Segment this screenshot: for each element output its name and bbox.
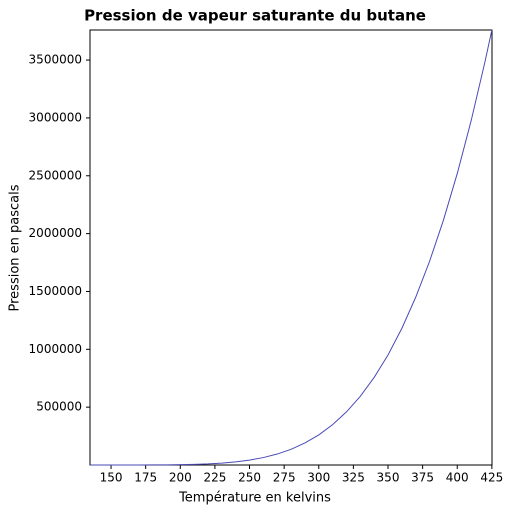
x-tick-label: 325 <box>342 471 365 485</box>
x-axis-label: Température en kelvins <box>178 491 331 506</box>
x-tick-label: 275 <box>273 471 296 485</box>
y-tick-label: 1000000 <box>29 342 82 356</box>
y-tick-label: 1500000 <box>29 284 82 298</box>
x-tick-label: 300 <box>307 471 330 485</box>
chart-title: Pression de vapeur saturante du butane <box>84 7 426 25</box>
y-tick-label: 500000 <box>36 400 82 414</box>
y-tick-label: 3500000 <box>29 53 82 67</box>
x-tick-label: 225 <box>203 471 226 485</box>
line-series <box>90 29 493 466</box>
y-axis-label: Pression en pascals <box>8 184 23 311</box>
y-tick-label: 3000000 <box>29 110 82 124</box>
y-tick-label: 2000000 <box>29 226 82 240</box>
x-tick-label: 400 <box>446 471 469 485</box>
x-tick-label: 200 <box>169 471 192 485</box>
x-tick-label: 250 <box>238 471 261 485</box>
x-tick-label: 350 <box>377 471 400 485</box>
y-tick-label: 2500000 <box>29 168 82 182</box>
plot-frame <box>89 29 493 466</box>
x-tick-label: 425 <box>480 471 503 485</box>
x-tick-label: 375 <box>411 471 434 485</box>
x-tick-label: 150 <box>100 471 123 485</box>
x-tick-label: 175 <box>134 471 157 485</box>
